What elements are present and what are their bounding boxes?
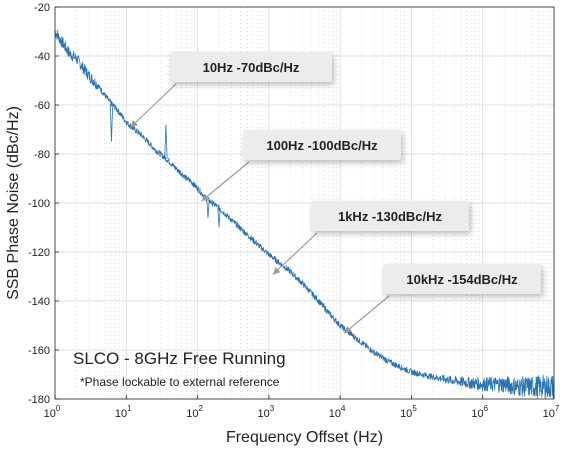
x-tick-base: 10: [400, 408, 412, 420]
x-tick-base: 10: [115, 408, 127, 420]
x-tick-base: 10: [471, 408, 483, 420]
annotation-arrow-line: [343, 295, 390, 334]
series-spike: [206, 199, 210, 218]
series-spike: [164, 124, 168, 159]
annotation-text: 10kHz -154dBc/Hz: [406, 272, 518, 287]
annotation-callout: 100Hz -100dBc/Hz: [201, 130, 401, 202]
series-group: [54, 29, 555, 399]
annotation-text: 10Hz -70dBc/Hz: [203, 60, 300, 75]
annotation-callout: 10kHz -154dBc/Hz: [343, 264, 541, 334]
y-tick-label: -160: [28, 345, 50, 357]
annotation-arrow-head: [344, 326, 352, 334]
x-tick-label: 106: [471, 404, 488, 420]
y-tick-label: -40: [34, 51, 50, 63]
annotation-text: 100Hz -100dBc/Hz: [266, 138, 378, 153]
series-spike: [217, 207, 221, 228]
x-tick-base: 10: [186, 408, 198, 420]
series-spike: [109, 103, 114, 142]
annotation-arrow-line: [272, 232, 318, 275]
y-tick-label: -140: [28, 296, 50, 308]
x-tick-exponent: 2: [198, 404, 203, 413]
x-tick-exponent: 0: [56, 404, 61, 413]
y-tick-label: -180: [28, 394, 50, 406]
annotation-callout: 10Hz -70dBc/Hz: [129, 52, 332, 128]
y-axis-ticks: -180 -160 -140 -120 -100 -80 -60 -40 -20: [28, 2, 59, 406]
annotation-text: 1kHz -130dBc/Hz: [338, 209, 443, 224]
x-axis-label: Frequency Offset (Hz): [226, 429, 383, 446]
series-line: [54, 29, 555, 399]
annotation-box: [311, 201, 469, 231]
x-tick-label: 101: [115, 404, 132, 420]
note-title: SLCO - 8GHz Free Running: [73, 349, 286, 368]
y-tick-label: -120: [28, 247, 50, 259]
note-subtitle: *Phase lockable to external reference: [80, 375, 280, 389]
annotation-arrow-line: [129, 83, 177, 128]
x-tick-label: 104: [329, 404, 346, 420]
x-tick-base: 10: [329, 408, 341, 420]
y-tick-label: -80: [34, 149, 50, 161]
x-tick-base: 10: [543, 408, 555, 420]
y-axis-label: SSB Phase Noise (dBc/Hz): [5, 106, 22, 300]
annotation-box: [243, 130, 401, 160]
x-tick-exponent: 4: [341, 404, 346, 413]
annotation-box: [383, 264, 541, 294]
annotation-box: [170, 52, 332, 82]
annotation-callout: 1kHz -130dBc/Hz: [272, 201, 469, 275]
x-tick-exponent: 1: [127, 404, 132, 413]
x-tick-label: 105: [400, 404, 417, 420]
annotations: 10Hz -70dBc/Hz 100Hz -100dBc/Hz 1kHz -130d…: [129, 52, 541, 334]
annotation-arrow-head: [201, 193, 210, 201]
x-tick-base: 10: [258, 408, 270, 420]
y-tick-label: -60: [34, 100, 50, 112]
x-tick-exponent: 7: [555, 404, 560, 413]
y-tick-label: -20: [34, 2, 50, 14]
y-tick-label: -100: [28, 198, 50, 210]
x-tick-exponent: 3: [270, 404, 275, 413]
x-tick-exponent: 5: [412, 404, 417, 413]
annotation-arrow-head: [272, 267, 281, 275]
x-tick-label: 102: [186, 404, 203, 420]
annotation-arrow-line: [201, 161, 250, 202]
annotation-arrow-head: [130, 120, 138, 128]
x-tick-exponent: 6: [484, 404, 489, 413]
x-tick-label: 103: [258, 404, 275, 420]
x-tick-label: 100: [44, 404, 61, 420]
x-tick-base: 10: [44, 408, 56, 420]
x-axis-ticks: 100 101 102 103 104 105 106 107: [44, 395, 560, 420]
x-tick-label: 107: [543, 404, 560, 420]
